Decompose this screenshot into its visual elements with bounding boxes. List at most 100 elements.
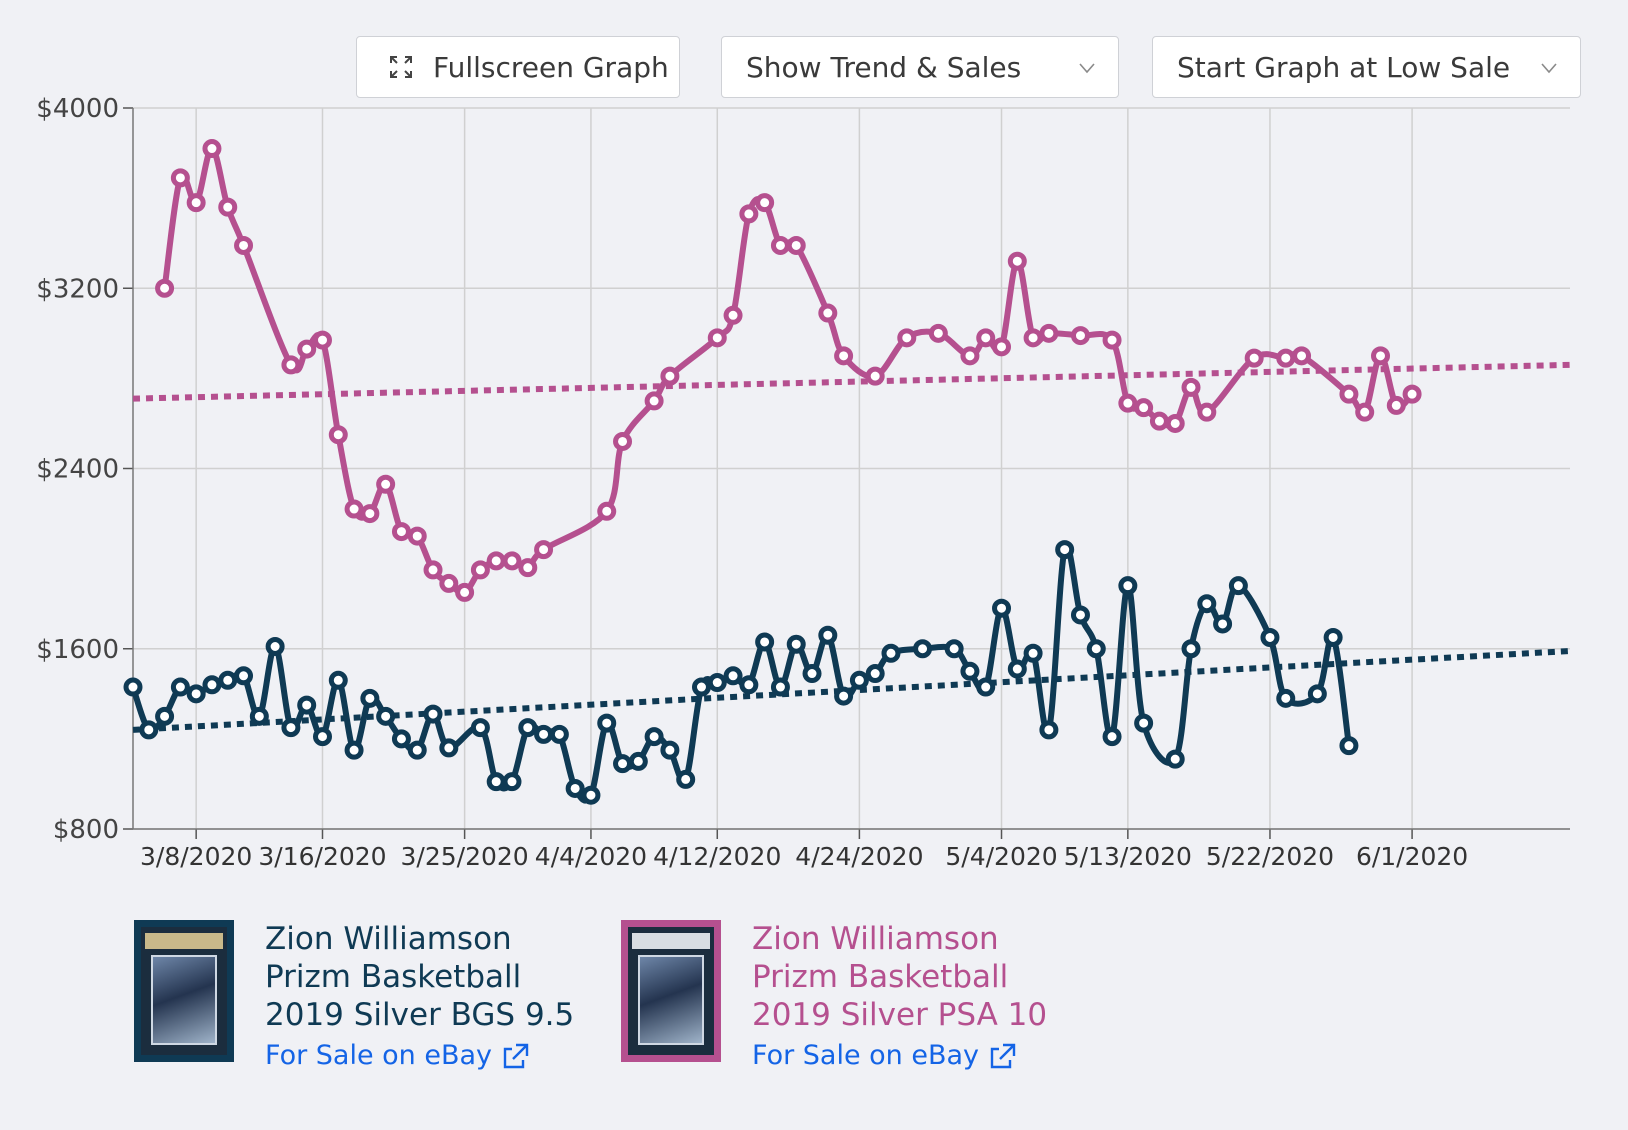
card-title-line-3[interactable]: 2019 Silver PSA 10	[752, 997, 1048, 1033]
data-point-bgs95	[770, 677, 790, 697]
data-point-psa10	[613, 431, 633, 451]
data-point-psa10	[755, 193, 775, 213]
data-point-psa10	[928, 323, 948, 343]
data-point-psa10	[344, 499, 364, 519]
data-point-psa10	[992, 337, 1012, 357]
data-point-psa10	[960, 346, 980, 366]
data-point-psa10	[660, 366, 680, 386]
data-point-bgs95	[502, 772, 522, 792]
data-point-psa10	[534, 540, 554, 560]
for-sale-ebay-link-psa[interactable]: For Sale on eBay	[752, 1040, 1112, 1071]
card-title-line-2[interactable]: Prizm Basketball	[752, 959, 1009, 995]
data-point-psa10	[1371, 346, 1391, 366]
data-point-bgs95	[486, 772, 506, 792]
data-point-bgs95	[1197, 594, 1217, 614]
show-trend-sales-label: Show Trend & Sales	[746, 50, 1022, 84]
data-point-bgs95	[123, 677, 143, 697]
data-point-psa10	[423, 560, 443, 580]
data-point-bgs95	[786, 634, 806, 654]
card-thumbnail-psa[interactable]	[621, 920, 721, 1062]
data-point-psa10	[470, 560, 490, 580]
data-point-bgs95	[328, 670, 348, 690]
card-title-line-3[interactable]: 2019 Silver BGS 9.5	[265, 997, 575, 1033]
data-point-psa10	[786, 235, 806, 255]
card-title-line-1[interactable]: Zion Williamson	[752, 921, 999, 957]
data-point-psa10	[439, 573, 459, 593]
chevron-down-icon	[1541, 63, 1557, 74]
data-point-psa10	[644, 391, 664, 411]
data-point-bgs95	[1134, 713, 1154, 733]
data-point-bgs95	[1118, 576, 1138, 596]
for-sale-ebay-link-bgs[interactable]: For Sale on eBay	[265, 1040, 625, 1071]
data-point-bgs95	[155, 706, 175, 726]
data-point-psa10	[1165, 413, 1185, 433]
data-point-bgs95	[376, 706, 396, 726]
data-point-bgs95	[960, 661, 980, 681]
data-point-psa10	[1355, 402, 1375, 422]
data-point-bgs95	[186, 684, 206, 704]
card-thumbnail-bgs[interactable]	[134, 920, 234, 1062]
data-point-bgs95	[249, 706, 269, 726]
data-point-bgs95	[834, 686, 854, 706]
data-point-bgs95	[1055, 540, 1075, 560]
toolbar: Fullscreen Graph Show Trend & Sales Star…	[0, 36, 1628, 100]
x-tick-label: 5/22/2020	[1206, 842, 1334, 871]
data-point-bgs95	[549, 724, 569, 744]
data-point-psa10	[234, 235, 254, 255]
data-point-psa10	[707, 328, 727, 348]
data-point-psa10	[297, 339, 317, 359]
ebay-link-label: For Sale on eBay	[752, 1040, 980, 1071]
data-point-bgs95	[1165, 749, 1185, 769]
data-point-psa10	[1276, 348, 1296, 368]
data-point-bgs95	[218, 670, 238, 690]
data-point-bgs95	[1181, 639, 1201, 659]
data-point-bgs95	[1323, 627, 1343, 647]
data-point-bgs95	[644, 727, 664, 747]
fullscreen-graph-button[interactable]: Fullscreen Graph	[356, 36, 680, 98]
x-tick-label: 5/4/2020	[945, 842, 1057, 871]
x-tick-label: 3/8/2020	[140, 842, 252, 871]
data-point-psa10	[170, 168, 190, 188]
data-point-psa10	[1070, 326, 1090, 346]
ebay-link-label: For Sale on eBay	[265, 1040, 493, 1071]
x-tick-label: 4/4/2020	[535, 842, 647, 871]
data-point-psa10	[455, 582, 475, 602]
x-tick-label: 5/13/2020	[1064, 842, 1192, 871]
external-link-icon	[503, 1043, 529, 1068]
data-point-bgs95	[1276, 688, 1296, 708]
data-point-bgs95	[534, 724, 554, 744]
data-point-bgs95	[913, 639, 933, 659]
data-point-bgs95	[1228, 576, 1248, 596]
data-point-psa10	[597, 501, 617, 521]
data-point-bgs95	[1070, 605, 1090, 625]
data-point-bgs95	[707, 673, 727, 693]
data-point-bgs95	[976, 677, 996, 697]
data-point-bgs95	[518, 718, 538, 738]
data-point-psa10	[407, 526, 427, 546]
data-point-psa10	[834, 346, 854, 366]
data-point-bgs95	[1339, 736, 1359, 756]
data-point-psa10	[1039, 323, 1059, 343]
show-trend-sales-select[interactable]: Show Trend & Sales	[721, 36, 1119, 98]
card-title-line-2[interactable]: Prizm Basketball	[265, 959, 522, 995]
card-title-line-1[interactable]: Zion Williamson	[265, 921, 512, 957]
trend-line-psa10	[132, 361, 1571, 402]
start-graph-select[interactable]: Start Graph at Low Sale	[1152, 36, 1581, 98]
x-tick-label: 4/24/2020	[795, 842, 923, 871]
y-tick-label: $3200	[36, 274, 119, 304]
data-point-bgs95	[391, 729, 411, 749]
data-point-bgs95	[865, 664, 885, 684]
data-point-psa10	[897, 328, 917, 348]
data-point-bgs95	[297, 695, 317, 715]
data-point-bgs95	[613, 754, 633, 774]
data-point-psa10	[1007, 251, 1027, 271]
data-point-bgs95	[407, 740, 427, 760]
data-point-bgs95	[1260, 627, 1280, 647]
y-tick-label: $2400	[36, 455, 119, 485]
data-point-psa10	[739, 204, 759, 224]
data-point-bgs95	[139, 720, 159, 740]
data-point-bgs95	[691, 677, 711, 697]
data-point-psa10	[155, 278, 175, 298]
fullscreen-graph-label: Fullscreen Graph	[433, 50, 669, 84]
data-point-bgs95	[360, 688, 380, 708]
